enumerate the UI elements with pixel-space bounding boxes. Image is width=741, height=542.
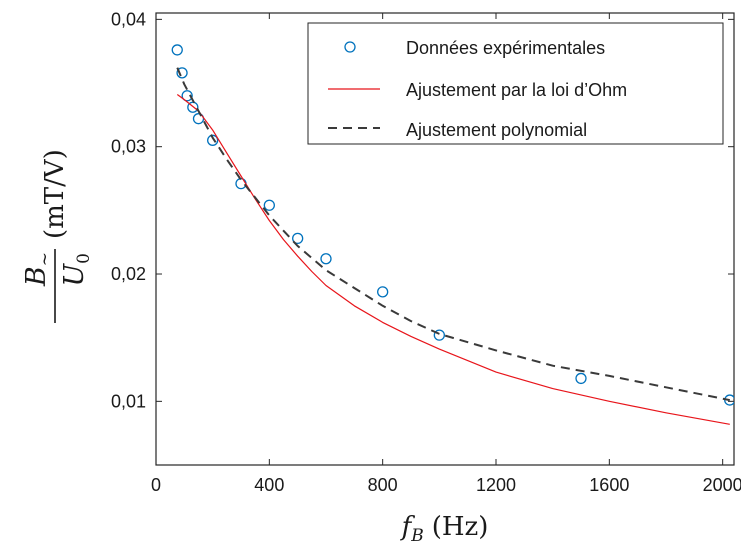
y-tick-label: 0,02 [111, 264, 146, 284]
x-tick-label: 0 [151, 475, 161, 495]
y-tick-label: 0,04 [111, 9, 146, 29]
legend-label-polynomial: Ajustement polynomial [406, 120, 587, 140]
data-point [433, 329, 445, 341]
x-tick-label: 800 [368, 475, 398, 495]
data-point [263, 199, 275, 211]
x-tick-label: 1600 [589, 475, 629, 495]
data-point [292, 232, 304, 245]
y-tick-label: 0,01 [111, 391, 146, 411]
data-point [320, 253, 332, 265]
y-label-numerator: B~ [21, 252, 55, 287]
x-axis-label: fB (Hz) [400, 512, 489, 542]
x-axis: 0 400 800 1200 1600 2000 [151, 13, 741, 495]
legend: Données expérimentales Ajustement par la… [307, 22, 724, 145]
series-layer [171, 44, 734, 425]
y-label-denominator: U0 [59, 253, 94, 287]
x-tick-label: 400 [254, 475, 284, 495]
data-point [181, 90, 193, 102]
data-point [176, 67, 188, 79]
data-point [207, 134, 219, 146]
x-tick-label: 2000 [703, 475, 741, 495]
legend-label-ohm: Ajustement par la loi d’Ohm [406, 80, 627, 100]
x-tick-label: 1200 [476, 475, 516, 495]
ohm-fit-line [176, 94, 730, 425]
legend-marker-experimental [344, 41, 356, 53]
y-axis: 0,01 0,02 0,03 0,04 [111, 9, 734, 411]
y-axis-label: B~ U0 (mT/V) [21, 149, 94, 323]
data-point [575, 372, 587, 385]
legend-box [307, 22, 724, 145]
data-point [171, 44, 183, 56]
y-tick-label: 0,03 [111, 137, 146, 157]
data-point [377, 286, 389, 298]
legend-label-experimental: Données expérimentales [406, 38, 605, 58]
y-label-unit: (mT/V) [40, 149, 70, 239]
polynomial-fit-line [176, 67, 730, 402]
